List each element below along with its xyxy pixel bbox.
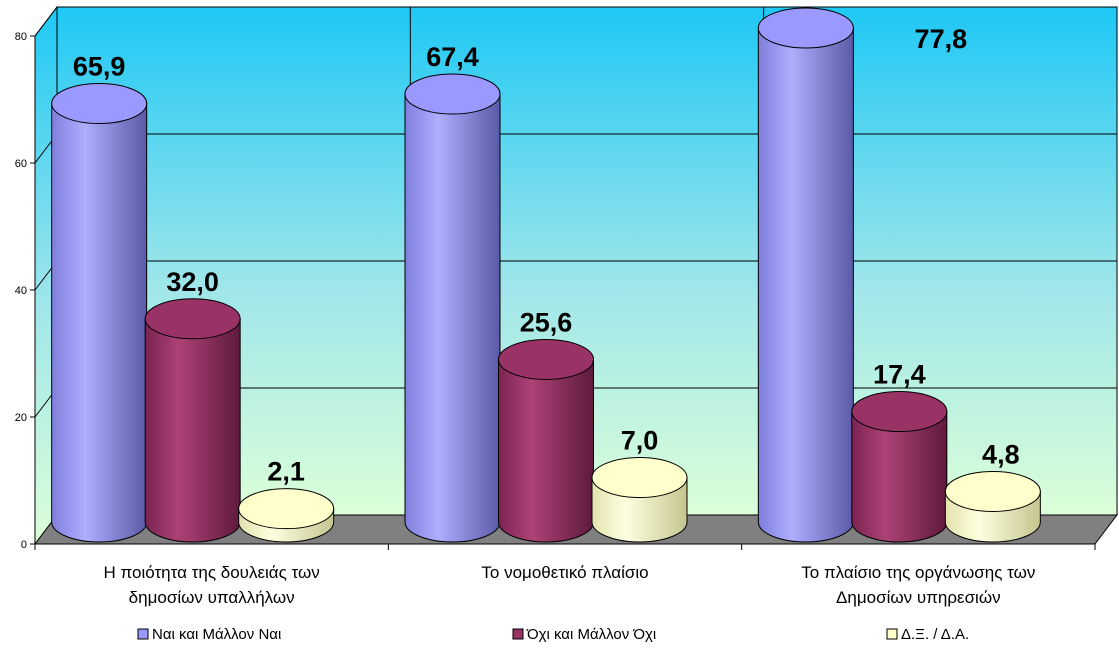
legend-label: Ναι και Μάλλον Ναι — [152, 626, 281, 643]
data-label: 32,0 — [166, 267, 219, 297]
y-tick-label: 80 — [15, 31, 27, 43]
bar-cap — [51, 83, 148, 125]
bar-cap — [404, 73, 501, 115]
bar-cap — [591, 457, 688, 499]
legend-swatch — [886, 628, 898, 640]
data-label: 67,4 — [426, 42, 479, 72]
y-tick-label: 60 — [15, 158, 27, 170]
category-label: δημοσίων υπαλλήλων — [129, 588, 295, 607]
legend-label: Δ.Ξ. / Δ.Α. — [901, 626, 969, 643]
category-label: Δημοσίων υπηρεσιών — [836, 588, 1001, 607]
data-label: 65,9 — [73, 52, 126, 82]
bar-cap — [238, 488, 335, 530]
bar-cap — [498, 338, 594, 380]
data-label: 4,8 — [982, 440, 1020, 470]
data-label: 7,0 — [621, 426, 659, 456]
bar-cylinder — [144, 318, 241, 543]
data-label: 77,8 — [915, 24, 968, 54]
legend-swatch — [512, 628, 524, 640]
y-tick-label: 40 — [15, 285, 27, 297]
category-label: Η ποιότητα της δουλειάς των — [104, 563, 320, 582]
bar-cylinder — [757, 27, 854, 543]
bar-cylinder — [51, 103, 148, 543]
data-label: 17,4 — [873, 360, 926, 390]
y-tick-label: 0 — [21, 539, 27, 551]
y-tick-label: 20 — [15, 412, 27, 424]
bar-cap — [144, 298, 241, 340]
category-label: Το πλαίσιο της οργάνωσης των — [801, 563, 1035, 582]
legend-swatch — [137, 628, 149, 640]
category-label: Το νομοθετικό πλαίσιο — [481, 563, 648, 582]
bar-cap — [851, 391, 948, 433]
data-label: 25,6 — [520, 307, 573, 337]
data-label: 2,1 — [267, 457, 305, 487]
bar-cap — [757, 7, 854, 49]
bar-cylinder — [498, 358, 594, 543]
bar-cylinder — [851, 411, 948, 543]
legend-label: Όχι και Μάλλον Όχι — [526, 626, 656, 643]
bar-cylinder — [404, 93, 501, 543]
gridline — [34, 6, 58, 37]
bar-cap — [944, 471, 1041, 513]
